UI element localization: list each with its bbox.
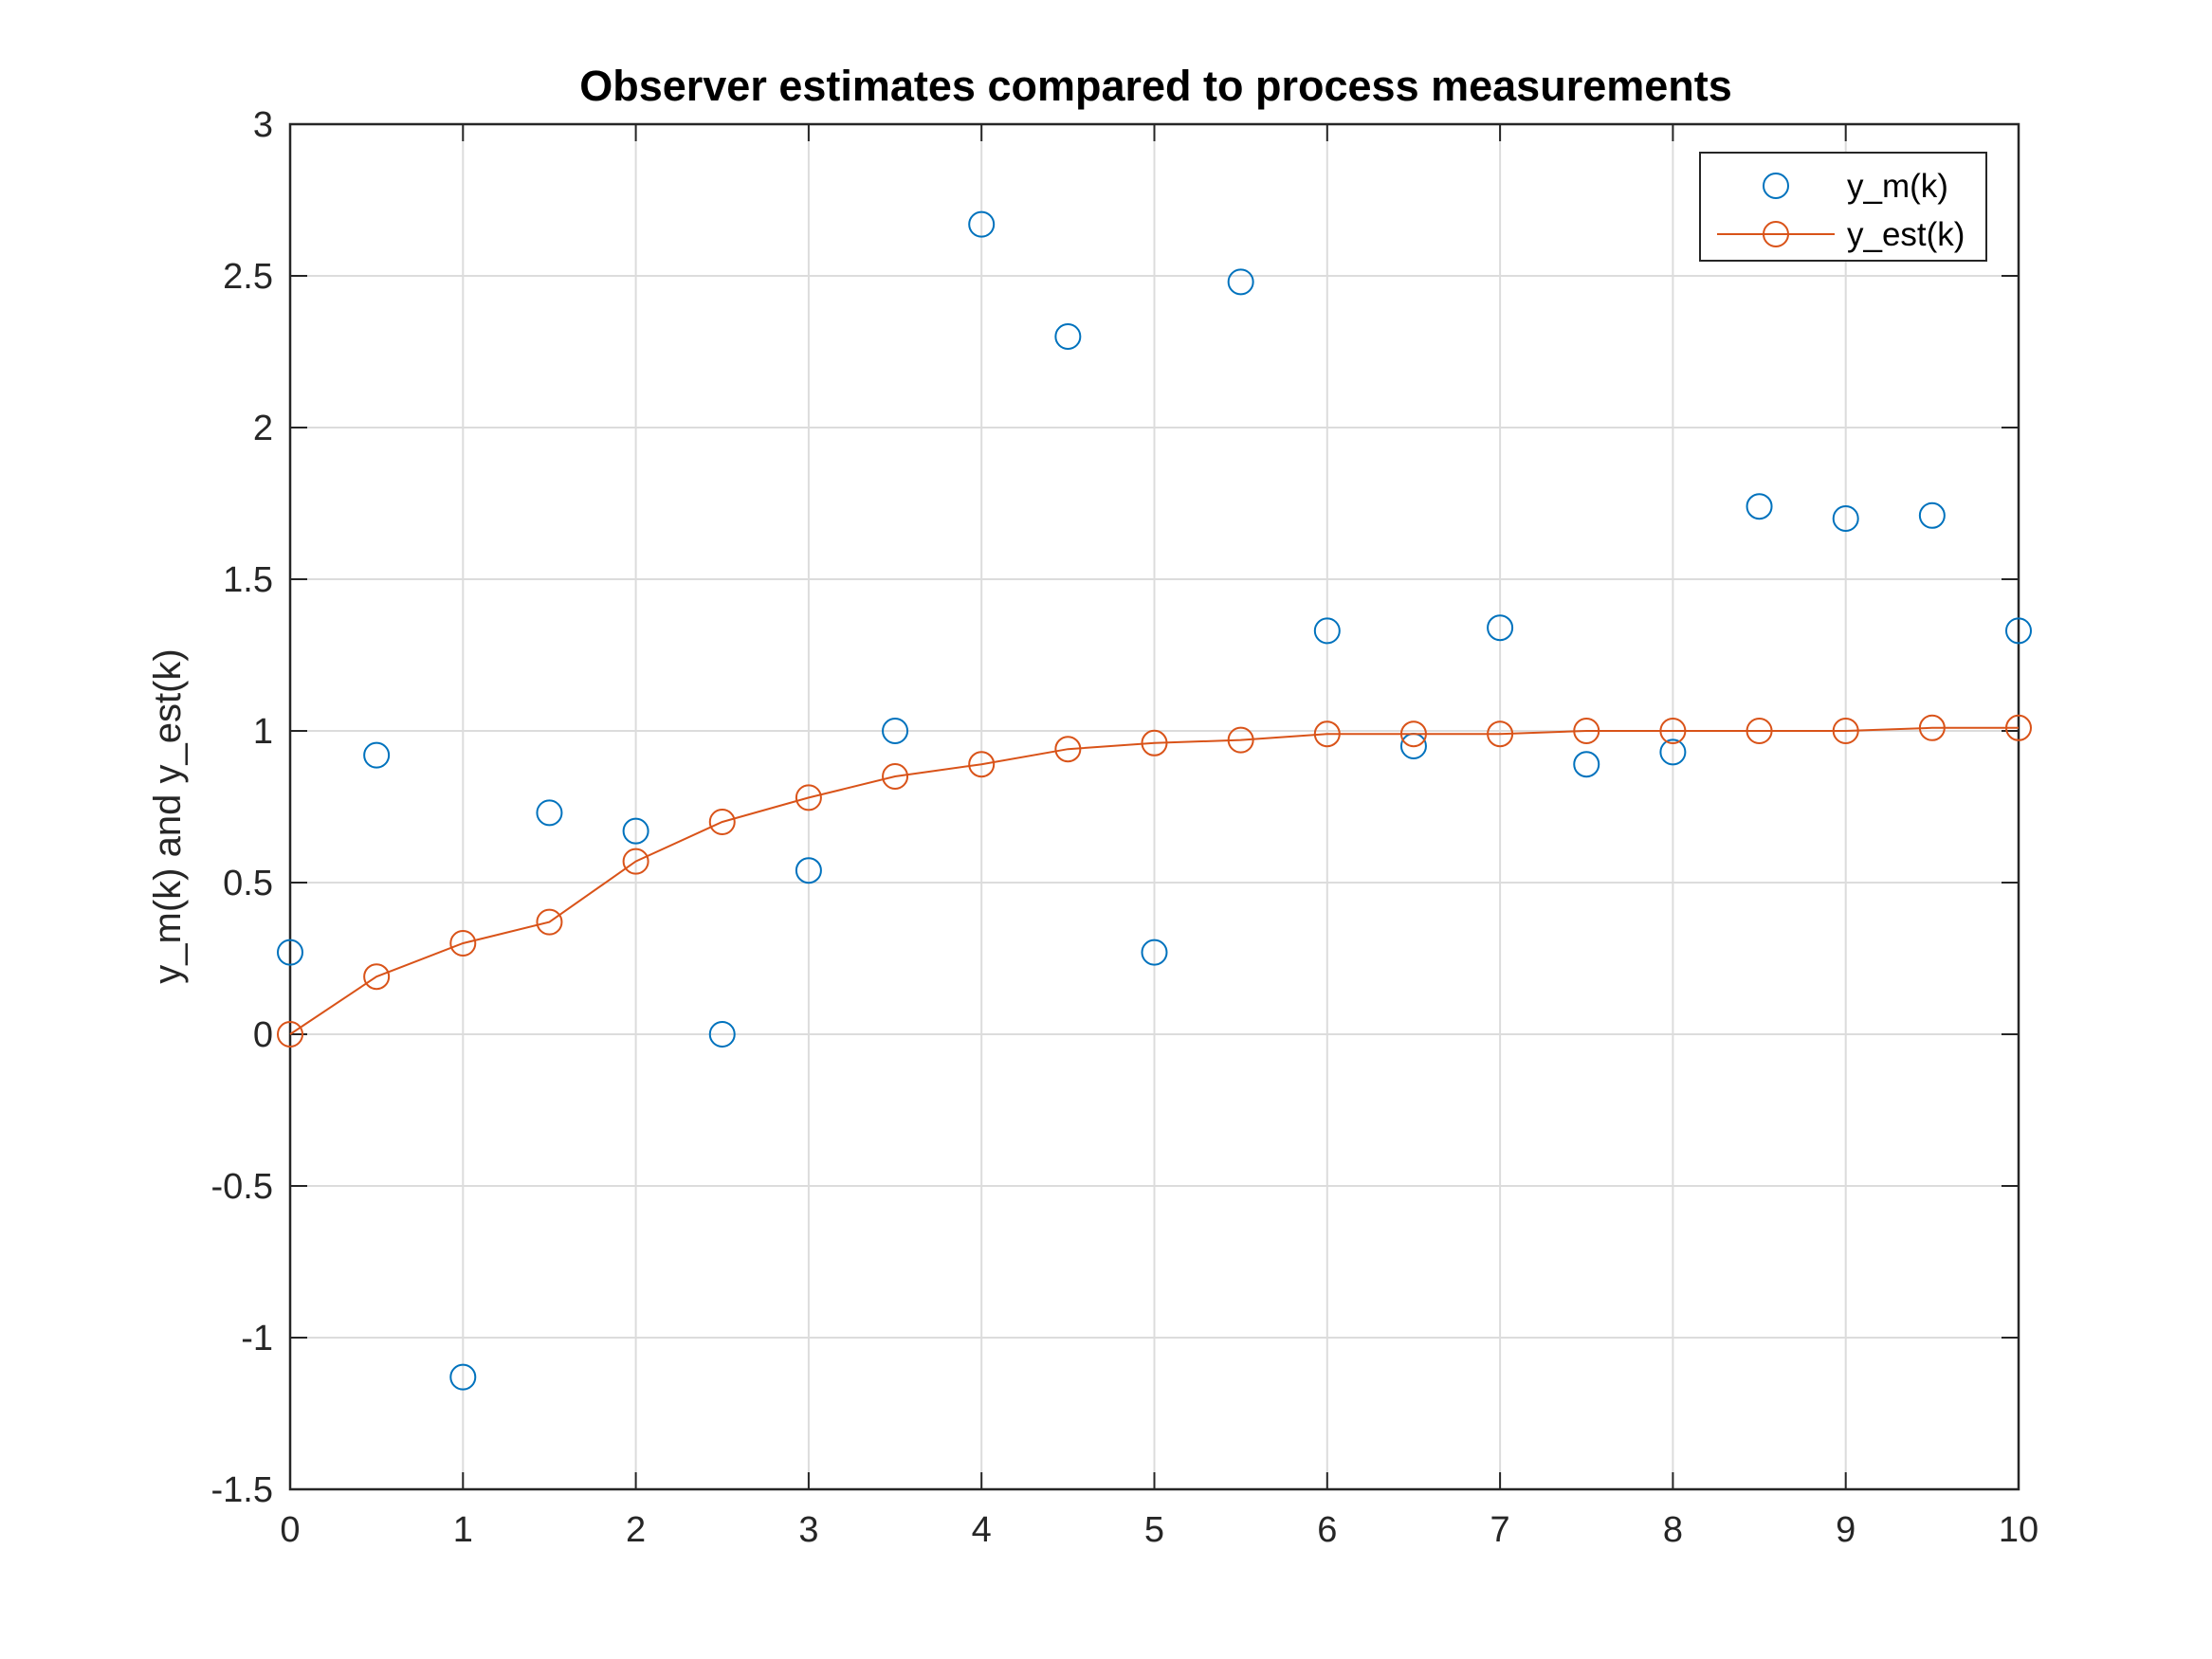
data-point xyxy=(363,741,391,769)
data-point xyxy=(882,763,909,790)
data-point xyxy=(449,930,477,957)
x-tick-label: 1 xyxy=(453,1510,473,1550)
x-tick-label: 7 xyxy=(1490,1510,1510,1550)
legend-label-y-est: y_est(k) xyxy=(1847,216,1965,253)
data-point xyxy=(1573,718,1600,744)
y-tick-label: 1 xyxy=(253,712,273,752)
data-point xyxy=(795,857,822,884)
series-y-m xyxy=(277,210,2032,1391)
x-tick-label: 3 xyxy=(798,1510,818,1550)
data-point xyxy=(708,809,736,835)
data-point xyxy=(536,799,563,827)
x-tick-label: 5 xyxy=(1144,1510,1164,1550)
data-point xyxy=(1918,714,1946,741)
y-tick-label: 2.5 xyxy=(223,257,273,297)
data-point xyxy=(1746,718,1773,744)
data-point xyxy=(968,751,996,778)
x-tick-label: 0 xyxy=(280,1510,300,1550)
data-point xyxy=(1832,505,1859,532)
series-y-est xyxy=(277,714,2032,1048)
y-axis-label: y_m(k) and y_est(k) xyxy=(147,648,189,983)
y-tick-label: 3 xyxy=(253,105,273,145)
data-point xyxy=(622,817,649,845)
y-tick-label: 2 xyxy=(253,409,273,448)
y-tick-label: -1.5 xyxy=(211,1470,273,1510)
x-tick-label: 2 xyxy=(626,1510,646,1550)
data-point xyxy=(1054,323,1082,350)
y-tick-label: 0 xyxy=(253,1015,273,1055)
x-tick-label: 4 xyxy=(972,1510,992,1550)
data-point xyxy=(1313,617,1341,645)
data-point xyxy=(1487,614,1514,642)
data-point xyxy=(1227,726,1254,754)
x-tick-label: 10 xyxy=(1999,1510,2038,1550)
chart-title: Observer estimates compared to process m… xyxy=(579,62,1732,110)
data-point xyxy=(1487,720,1514,748)
legend: y_m(k) y_est(k) xyxy=(1699,152,1987,262)
data-point xyxy=(1141,729,1168,757)
x-tick-label: 6 xyxy=(1317,1510,1337,1550)
y-tick-label: 1.5 xyxy=(223,560,273,600)
data-point xyxy=(882,718,909,744)
y-tick-label: -0.5 xyxy=(211,1167,273,1207)
data-point xyxy=(1054,736,1082,763)
data-point xyxy=(1659,738,1687,766)
axis-ticks: 0 1 2 3 4 5 6 7 8 9 10 -1.5 -1 -0.5 0 0.5 1 1.5 2 2.5 3 xyxy=(211,105,2039,1550)
data-point xyxy=(2005,714,2032,741)
data-point xyxy=(1918,501,1946,529)
y-tick-label: -1 xyxy=(241,1319,273,1358)
series-line xyxy=(289,726,2019,1035)
y-tick-label: 0.5 xyxy=(223,864,273,903)
data-point xyxy=(795,784,822,811)
data-point xyxy=(363,963,391,991)
data-point xyxy=(2005,617,2032,645)
data-point xyxy=(1832,718,1859,744)
data-point xyxy=(1399,720,1427,748)
data-point xyxy=(277,1021,303,1048)
data-point xyxy=(449,1363,477,1391)
data-point xyxy=(1313,720,1341,748)
data-point xyxy=(708,1021,736,1048)
legend-marker-y-est xyxy=(1763,221,1789,247)
data-point xyxy=(1141,939,1168,966)
x-tick-label: 8 xyxy=(1663,1510,1683,1550)
legend-label-y-m: y_m(k) xyxy=(1847,168,1948,205)
data-series xyxy=(277,210,2032,1391)
legend-box xyxy=(1699,152,1987,262)
data-point xyxy=(1227,268,1254,296)
x-tick-label: 9 xyxy=(1836,1510,1856,1550)
data-point xyxy=(1746,493,1773,520)
data-point xyxy=(277,939,303,966)
data-point xyxy=(1573,751,1600,778)
data-point xyxy=(536,908,563,936)
data-point xyxy=(622,848,649,875)
data-point xyxy=(968,210,996,238)
legend-marker-y-m xyxy=(1763,173,1789,199)
data-point xyxy=(1659,718,1687,744)
